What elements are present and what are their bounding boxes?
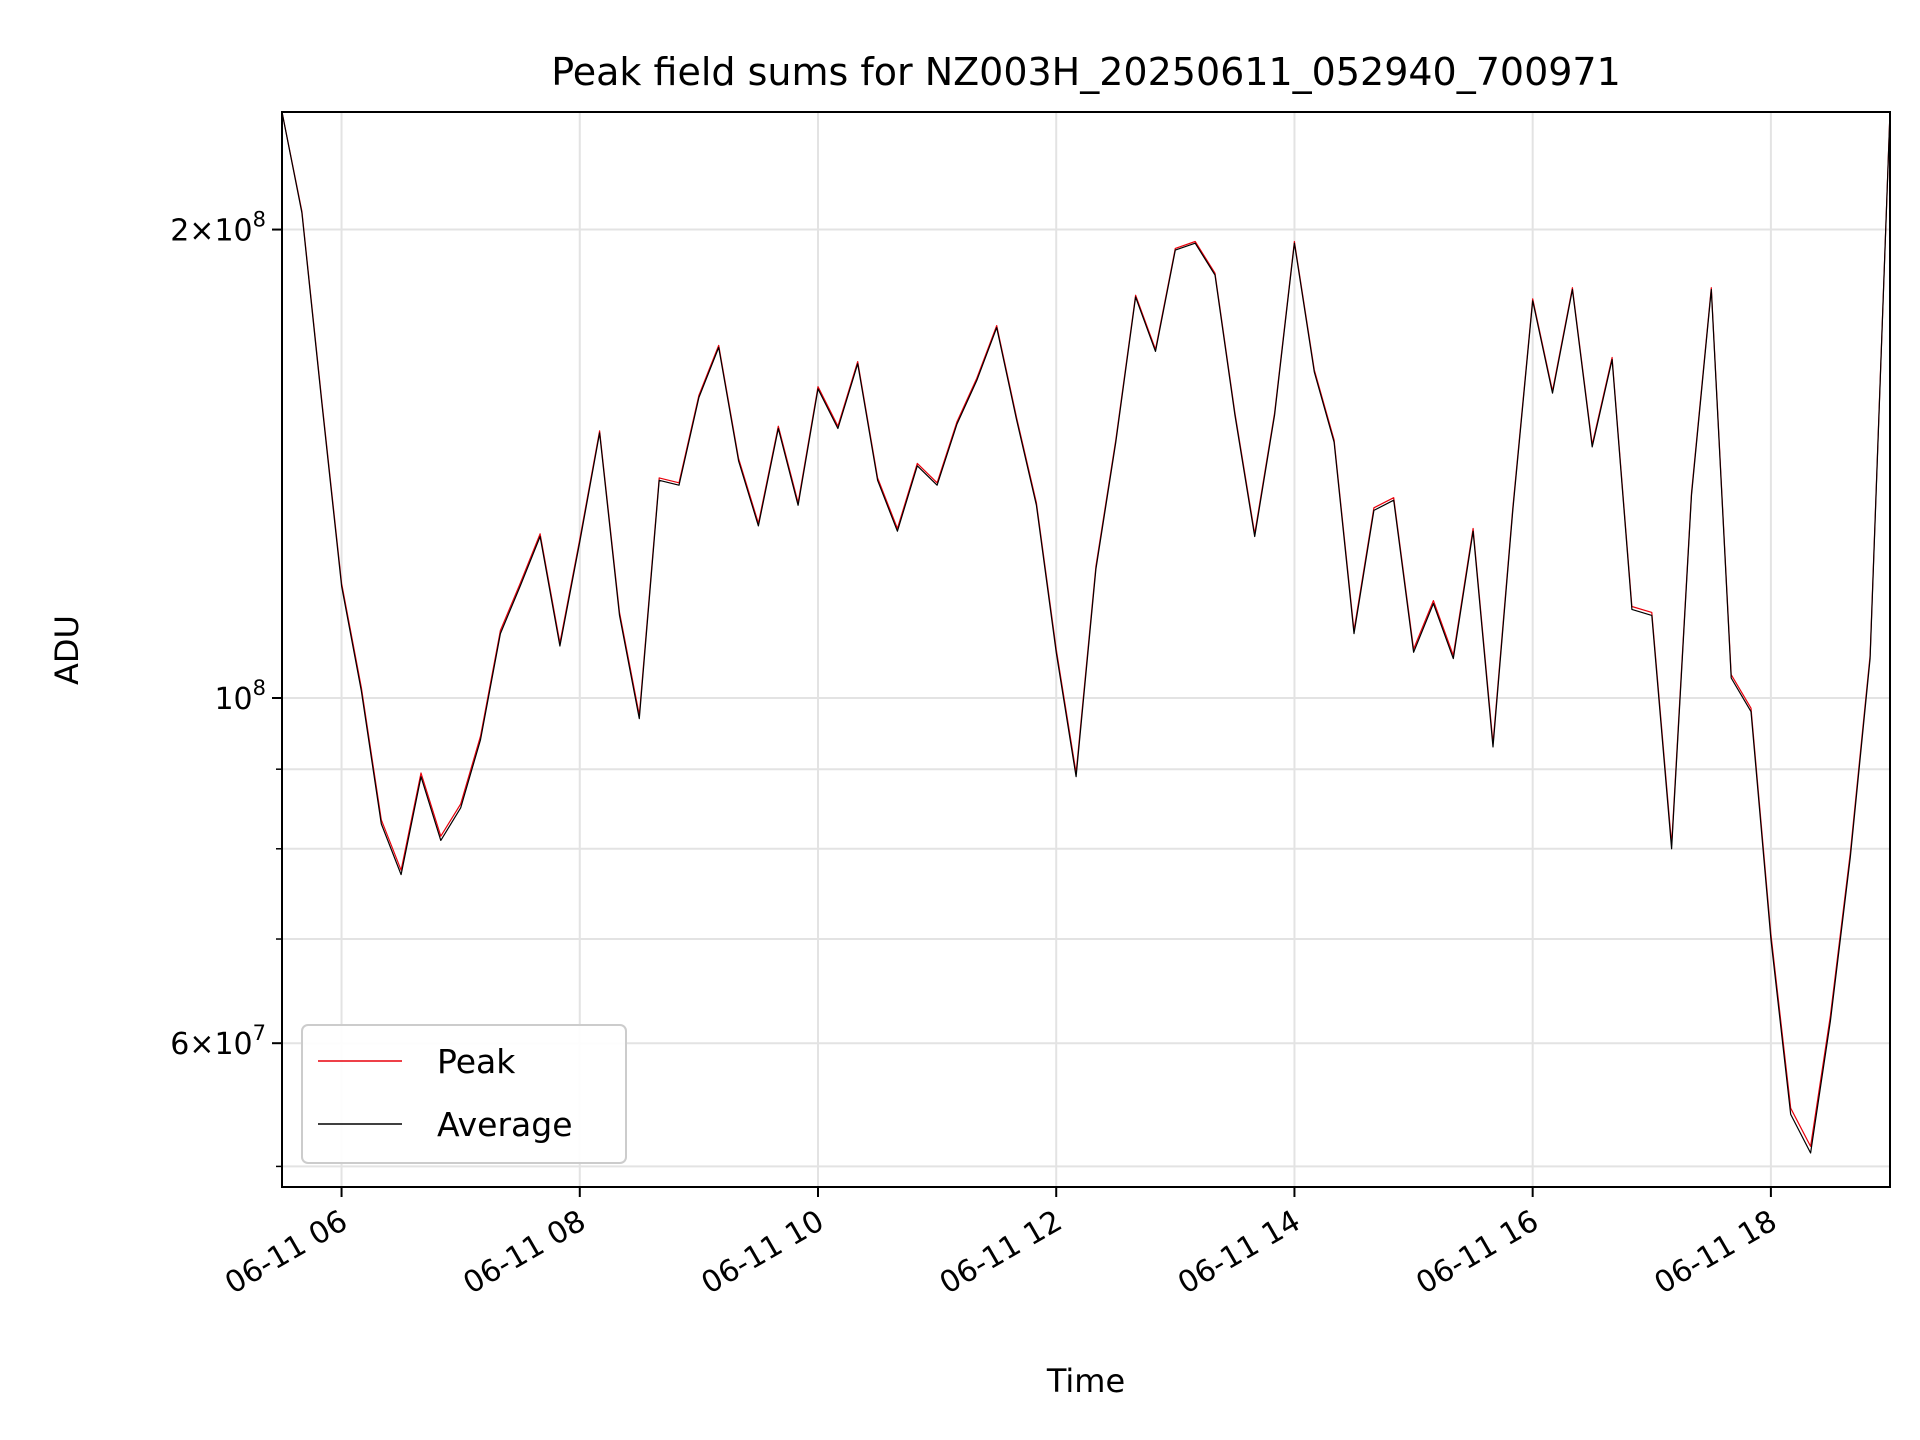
grid-lines bbox=[282, 112, 1890, 1187]
y-axis-label: ADU bbox=[48, 615, 86, 685]
legend-box bbox=[301, 1024, 627, 1164]
legend-peak-label: Peak bbox=[437, 1042, 516, 1081]
plot-frame bbox=[281, 111, 1891, 1188]
y-tick-label: 108 bbox=[214, 676, 266, 717]
series-average-line bbox=[282, 112, 1890, 1154]
legend-average-label: Average bbox=[437, 1105, 573, 1144]
series-layer bbox=[282, 112, 1890, 1154]
y-tick-label: 6×107 bbox=[170, 1021, 266, 1062]
y-tick-label: 2×108 bbox=[170, 208, 266, 249]
chart-title: Peak field sums for NZ003H_20250611_0529… bbox=[551, 50, 1621, 94]
y-axis: 6×107 108 2×108 bbox=[170, 208, 282, 1168]
legend: Peak Average bbox=[301, 1024, 627, 1164]
x-axis-label: Time bbox=[1046, 1362, 1125, 1400]
